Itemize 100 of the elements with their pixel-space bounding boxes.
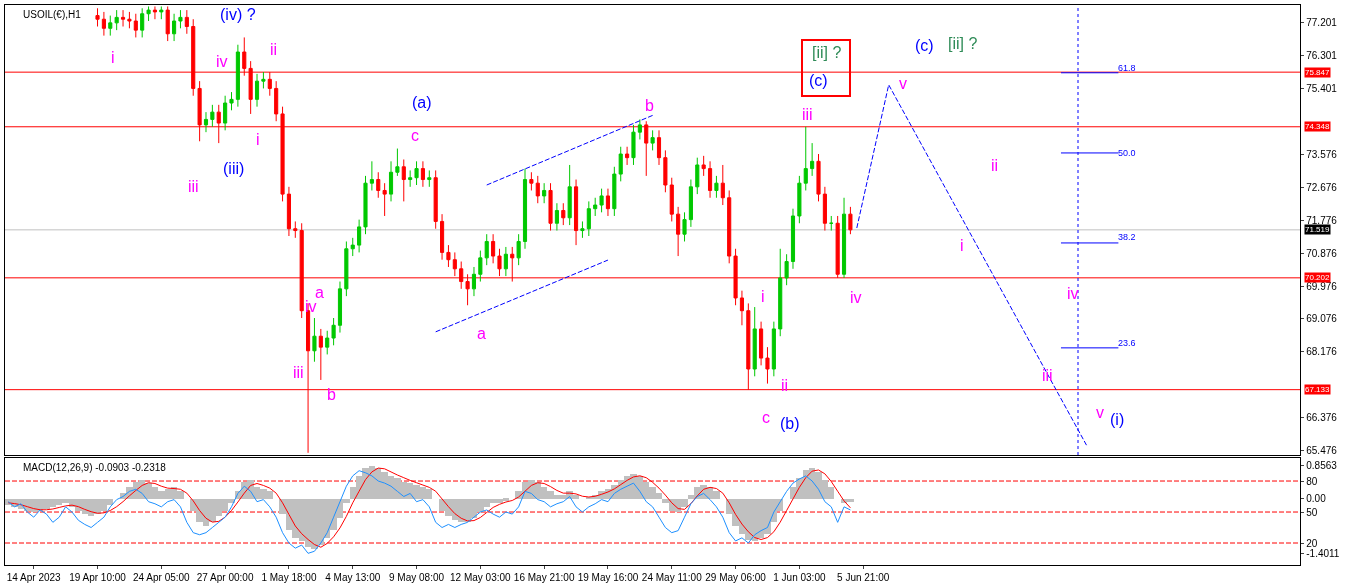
candlestick — [707, 160, 713, 199]
chart-title: MACD(12,26,9) -0.0903 -0.2318 — [23, 462, 167, 473]
candlestick — [286, 186, 291, 237]
candlestick — [133, 13, 138, 38]
annotation: 38.2 — [1118, 232, 1136, 242]
annotation: iv — [850, 289, 862, 306]
ref-line-label: 67.133 — [1305, 385, 1331, 394]
candlestick — [140, 7, 145, 38]
candlestick — [172, 13, 177, 42]
candlestick — [676, 206, 681, 257]
candlestick — [816, 153, 821, 202]
annotation: [ii] ? — [948, 35, 978, 52]
candlestick — [822, 186, 827, 232]
candlestick — [127, 11, 132, 29]
candlestick — [120, 9, 126, 27]
candlestick — [433, 169, 438, 230]
candlestick — [178, 9, 183, 29]
y-tick-label: 0.00 — [1306, 493, 1327, 505]
candlestick — [803, 126, 808, 191]
candlestick — [337, 281, 343, 334]
candlestick — [471, 266, 477, 297]
annotation: i — [256, 131, 260, 148]
candlestick — [235, 44, 240, 108]
candlestick — [599, 188, 604, 213]
y-tick-label: 70.876 — [1306, 247, 1338, 259]
candlestick — [376, 171, 381, 199]
x-tick-label: 16 May 21:00 — [513, 572, 575, 583]
candlestick — [503, 246, 508, 277]
annotation: ii — [991, 157, 999, 174]
annotation: [ii] ? — [812, 44, 842, 61]
candlestick — [669, 177, 674, 222]
y-tick-label: 77.201 — [1306, 17, 1338, 29]
candlestick — [312, 317, 317, 363]
y-tick-label: 75.401 — [1306, 82, 1338, 94]
candlestick — [223, 95, 228, 131]
candlestick — [229, 91, 234, 111]
annotation: b — [645, 97, 654, 114]
candlestick — [701, 155, 706, 177]
y-tick-label: 72.676 — [1306, 182, 1338, 194]
ref-line-label: 70.202 — [1305, 273, 1331, 282]
annotation: iii — [293, 364, 304, 381]
candlestick — [108, 15, 113, 37]
candlestick — [695, 157, 700, 195]
annotation: iii — [188, 178, 199, 195]
candlestick — [203, 111, 209, 133]
x-tick-label: 12 May 03:00 — [450, 572, 512, 583]
annotation: v — [1096, 404, 1104, 421]
y-tick-label: 69.076 — [1306, 313, 1338, 325]
candlestick — [752, 306, 757, 377]
candlestick — [580, 220, 585, 239]
candlestick — [350, 237, 355, 257]
candlestick — [784, 253, 789, 286]
candlestick — [414, 160, 419, 186]
candlestick — [159, 5, 164, 20]
candlestick — [631, 124, 636, 166]
candlestick — [829, 215, 834, 232]
candlestick — [331, 317, 336, 346]
candlestick — [848, 206, 853, 235]
candlestick — [593, 197, 598, 217]
annotation: (a) — [412, 94, 432, 111]
candlestick — [344, 240, 349, 297]
x-tick-label: 19 Apr 10:00 — [69, 572, 127, 583]
candlestick — [101, 11, 106, 37]
x-tick-label: 4 May 13:00 — [325, 572, 381, 583]
candlestick — [765, 346, 770, 385]
candlestick — [542, 182, 547, 204]
x-tick-label: 24 May 11:00 — [641, 572, 703, 583]
candlestick — [759, 321, 764, 366]
candlestick — [778, 248, 783, 337]
x-tick-label: 27 Apr 00:00 — [196, 572, 254, 583]
x-tick-label: 1 May 18:00 — [261, 572, 317, 583]
candlestick — [95, 7, 100, 27]
annotation: c — [411, 127, 419, 144]
candlestick — [605, 188, 611, 217]
candlestick — [554, 202, 559, 232]
y-tick-label: -1.4011 — [1306, 547, 1340, 559]
annotation: a — [315, 284, 324, 301]
candlestick — [797, 175, 802, 224]
candlestick — [573, 179, 579, 246]
x-tick-label: 29 May 06:00 — [705, 572, 767, 583]
candlestick — [357, 219, 362, 253]
x-tick-label: 9 May 08:00 — [389, 572, 445, 583]
annotation: iv — [1067, 285, 1079, 302]
y-tick-label: 68.176 — [1306, 346, 1338, 358]
annotation: (iii) — [223, 160, 245, 177]
candlestick — [727, 189, 732, 264]
annotation: ii — [781, 377, 789, 394]
ref-line-label: 75.847 — [1305, 68, 1331, 77]
annotation: c — [762, 409, 770, 426]
y2-tick-label: 80 — [1306, 475, 1318, 487]
x-tick-label: 14 Apr 2023 — [6, 572, 62, 583]
annotation: iv — [216, 53, 228, 70]
candlestick — [369, 160, 374, 191]
candlestick — [146, 5, 151, 22]
candlestick — [688, 179, 693, 228]
candlestick — [720, 164, 725, 206]
candlestick — [567, 164, 572, 226]
candlestick — [114, 9, 119, 31]
ref-line-label: 71.519 — [1305, 225, 1331, 234]
annotation: iv — [305, 298, 317, 315]
